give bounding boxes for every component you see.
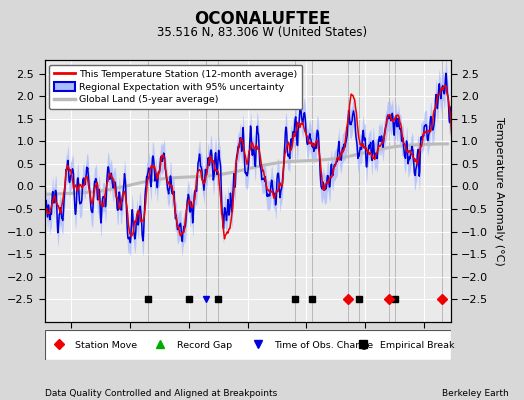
Text: Berkeley Earth: Berkeley Earth bbox=[442, 389, 508, 398]
Text: Record Gap: Record Gap bbox=[177, 340, 232, 350]
Text: OCONALUFTEE: OCONALUFTEE bbox=[194, 10, 330, 28]
Text: Time of Obs. Change: Time of Obs. Change bbox=[274, 340, 373, 350]
Text: Data Quality Controlled and Aligned at Breakpoints: Data Quality Controlled and Aligned at B… bbox=[45, 389, 277, 398]
Y-axis label: Temperature Anomaly (°C): Temperature Anomaly (°C) bbox=[494, 117, 504, 265]
Legend: This Temperature Station (12-month average), Regional Expectation with 95% uncer: This Temperature Station (12-month avera… bbox=[49, 65, 302, 109]
Text: Station Move: Station Move bbox=[75, 340, 137, 350]
Text: 35.516 N, 83.306 W (United States): 35.516 N, 83.306 W (United States) bbox=[157, 26, 367, 39]
FancyBboxPatch shape bbox=[45, 330, 451, 360]
Text: Empirical Break: Empirical Break bbox=[379, 340, 454, 350]
